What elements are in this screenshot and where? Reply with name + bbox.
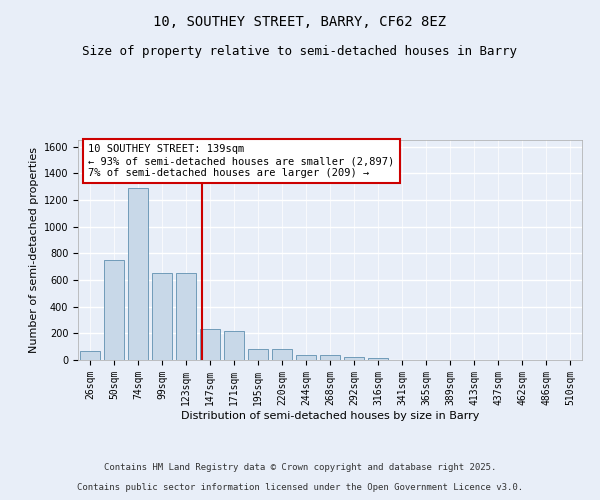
Bar <box>248 348 268 360</box>
Text: Contains HM Land Registry data © Crown copyright and database right 2025.: Contains HM Land Registry data © Crown c… <box>104 464 496 472</box>
Bar <box>320 356 340 360</box>
Bar <box>176 274 196 360</box>
Bar <box>368 358 388 360</box>
Text: 10, SOUTHEY STREET, BARRY, CF62 8EZ: 10, SOUTHEY STREET, BARRY, CF62 8EZ <box>154 15 446 29</box>
Bar <box>272 350 292 360</box>
Bar <box>296 354 316 360</box>
X-axis label: Distribution of semi-detached houses by size in Barry: Distribution of semi-detached houses by … <box>181 410 479 420</box>
Bar <box>152 274 172 360</box>
Text: 10 SOUTHEY STREET: 139sqm
← 93% of semi-detached houses are smaller (2,897)
7% o: 10 SOUTHEY STREET: 139sqm ← 93% of semi-… <box>88 144 394 178</box>
Text: Contains public sector information licensed under the Open Government Licence v3: Contains public sector information licen… <box>77 484 523 492</box>
Bar <box>200 330 220 360</box>
Bar <box>128 188 148 360</box>
Y-axis label: Number of semi-detached properties: Number of semi-detached properties <box>29 147 40 353</box>
Bar <box>80 352 100 360</box>
Bar <box>344 358 364 360</box>
Bar <box>224 330 244 360</box>
Text: Size of property relative to semi-detached houses in Barry: Size of property relative to semi-detach… <box>83 45 517 58</box>
Bar <box>104 260 124 360</box>
